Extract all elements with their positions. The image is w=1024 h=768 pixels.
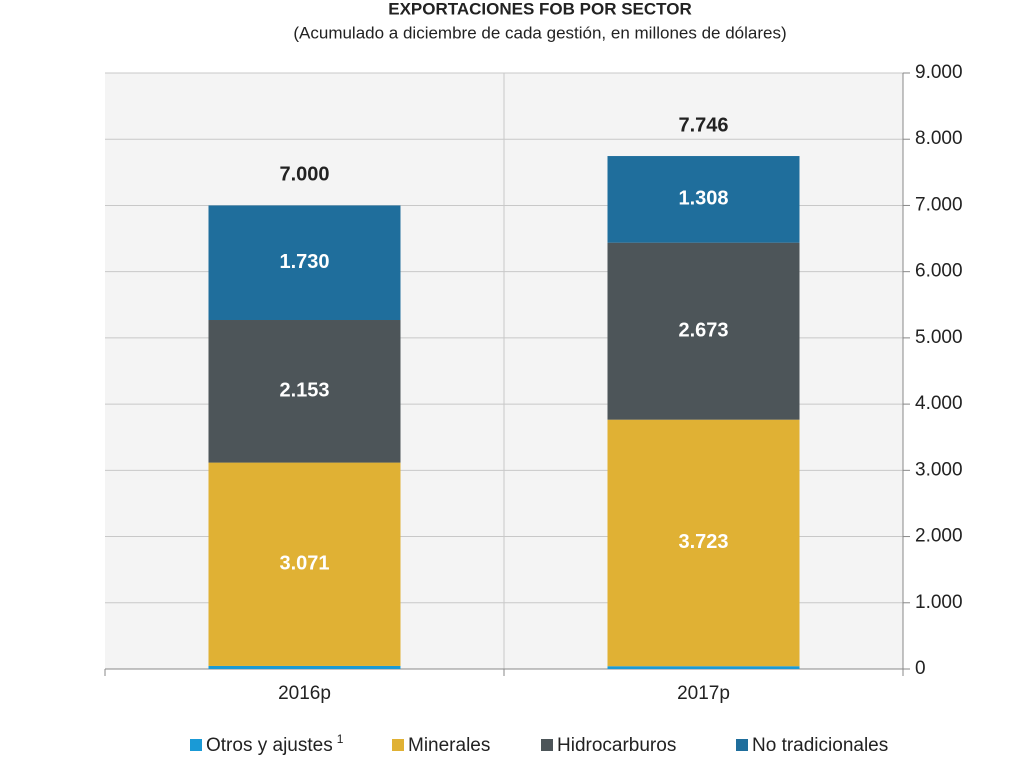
legend-note-mark: 1 [337,732,344,746]
segment-label: 1.308 [678,188,728,210]
chart-subtitle: (Acumulado a diciembre de cada gestión, … [293,23,786,42]
legend-label: Hidrocarburos [557,735,676,756]
bar-segment [208,320,401,463]
segment-label: 1.730 [279,251,329,273]
y-tick-label: 6.000 [915,261,963,282]
legend-swatch [736,739,748,751]
legend-label: No tradicionales [752,735,888,756]
legend-label: Otros y ajustes [206,735,333,756]
total-label: 7.746 [678,114,728,136]
segment-label: 2.153 [279,380,329,402]
legend-swatch [190,739,202,751]
x-tick-label: 2016p [278,683,331,704]
y-tick-label: 3.000 [915,459,963,480]
y-tick-label: 5.000 [915,327,963,348]
bar-segment [208,665,401,669]
bar-segment [607,419,800,667]
y-tick-label: 9.000 [915,62,963,83]
bar-segment [607,242,800,420]
y-tick-label: 1.000 [915,592,963,613]
y-tick-label: 8.000 [915,128,963,149]
segment-label: 3.071 [279,553,329,575]
x-tick-label: 2017p [677,683,730,704]
legend-swatch [541,739,553,751]
bar-segment [208,462,401,666]
y-tick-label: 2.000 [915,526,963,547]
y-tick-label: 7.000 [915,194,963,215]
segment-label: 3.723 [678,531,728,553]
bar-segment [607,666,800,669]
legend-label: Minerales [408,735,490,756]
y-tick-label: 4.000 [915,393,963,414]
chart-title: EXPORTACIONES FOB POR SECTOR [388,0,692,18]
total-label: 7.000 [279,164,329,186]
y-tick-label: 0 [915,658,926,679]
bar-segment [607,156,800,243]
segment-label: 2.673 [678,319,728,341]
bar-segment [208,205,401,321]
legend-swatch [392,739,404,751]
